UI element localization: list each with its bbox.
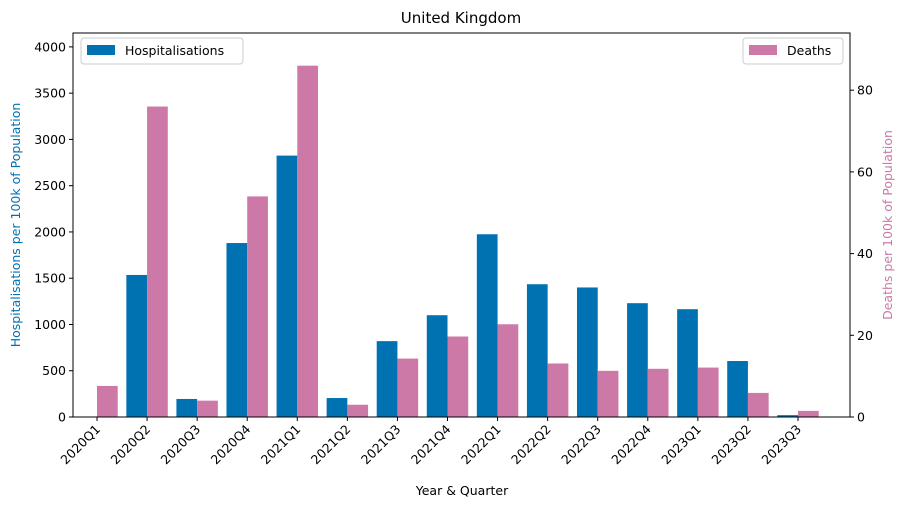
right-axis-title: Deaths per 100k of Population bbox=[880, 130, 895, 320]
x-tick-label: 2020Q3 bbox=[158, 422, 204, 468]
bar-deaths-2022Q2 bbox=[547, 363, 569, 417]
x-tick-label: 2020Q2 bbox=[108, 422, 154, 468]
left-tick-label: 2000 bbox=[34, 224, 66, 239]
bar-hospitalisations-2021Q4 bbox=[426, 315, 448, 417]
bar-deaths-2021Q1 bbox=[297, 65, 319, 418]
left-tick-label: 4000 bbox=[34, 39, 66, 54]
x-tick-label: 2020Q4 bbox=[208, 421, 254, 467]
left-tick-label: 0 bbox=[58, 410, 66, 425]
x-tick-label: 2021Q4 bbox=[408, 421, 454, 467]
left-tick-label: 500 bbox=[42, 363, 66, 378]
left-tick-label: 2500 bbox=[34, 178, 66, 193]
legend-swatch-deaths bbox=[749, 45, 777, 55]
left-tick-label: 3000 bbox=[34, 132, 66, 147]
bar-deaths-2022Q1 bbox=[497, 324, 519, 417]
x-tick-label: 2023Q1 bbox=[658, 422, 704, 468]
bar-hospitalisations-2020Q2 bbox=[126, 274, 148, 417]
x-tick-label: 2022Q1 bbox=[458, 422, 504, 468]
bar-hospitalisations-2020Q4 bbox=[226, 243, 248, 417]
right-tick-label: 20 bbox=[857, 328, 873, 343]
legend-label-hospitalisations: Hospitalisations bbox=[125, 43, 224, 58]
left-axis-title: Hospitalisations per 100k of Population bbox=[8, 103, 23, 348]
left-tick-label: 1000 bbox=[34, 317, 66, 332]
plot-frame bbox=[72, 32, 851, 418]
x-tick-label: 2022Q3 bbox=[558, 422, 604, 468]
x-tick-label: 2021Q2 bbox=[308, 422, 354, 468]
bar-hospitalisations-2020Q3 bbox=[176, 398, 198, 417]
x-tick-label: 2023Q2 bbox=[708, 422, 754, 468]
left-tick-label: 3500 bbox=[34, 86, 66, 101]
bar-deaths-2022Q3 bbox=[597, 370, 619, 417]
chart-title: United Kingdom bbox=[401, 9, 521, 27]
bar-hospitalisations-2023Q3 bbox=[777, 415, 798, 417]
bar-hospitalisations-2022Q2 bbox=[526, 284, 548, 417]
bar-deaths-2020Q1 bbox=[97, 385, 118, 417]
bar-deaths-2020Q4 bbox=[247, 196, 268, 417]
bar-hospitalisations-2021Q3 bbox=[376, 341, 398, 417]
legend-swatch-hospitalisations bbox=[87, 45, 115, 55]
left-tick-label: 1500 bbox=[34, 271, 66, 286]
x-tick-label: 2023Q3 bbox=[758, 422, 804, 468]
bar-hospitalisations-2021Q2 bbox=[326, 398, 348, 417]
x-tick-label: 2020Q1 bbox=[57, 422, 103, 468]
legend-right: Deaths bbox=[742, 37, 844, 65]
right-tick-label: 60 bbox=[857, 164, 873, 179]
x-axis: 2020Q1 2020Q2 2020Q3 2020Q4 2021Q1 2021Q2 2021… bbox=[57, 417, 804, 467]
bar-deaths-2021Q4 bbox=[447, 336, 469, 417]
bar-hospitalisations-2022Q3 bbox=[576, 287, 598, 417]
bar-deaths-2020Q3 bbox=[197, 400, 218, 417]
x-tick-label: 2022Q2 bbox=[508, 422, 554, 468]
bar-hospitalisations-2021Q1 bbox=[276, 155, 298, 417]
legend-left: Hospitalisations bbox=[80, 37, 244, 65]
bar-deaths-2021Q3 bbox=[397, 358, 419, 417]
bar-deaths-2020Q2 bbox=[147, 106, 168, 417]
left-axis: 0 500 1000 1500 2000 2500 3000 3500 4000 bbox=[34, 39, 73, 425]
legend-label-deaths: Deaths bbox=[787, 43, 831, 58]
x-tick-label: 2021Q3 bbox=[358, 422, 404, 468]
right-tick-label: 80 bbox=[857, 83, 873, 98]
bar-hospitalisations-2022Q4 bbox=[627, 303, 648, 417]
bar-deaths-2023Q1 bbox=[697, 367, 719, 417]
right-axis: 0 20 40 60 80 bbox=[850, 83, 873, 425]
bar-hospitalisations-2023Q2 bbox=[727, 361, 748, 417]
bar-hospitalisations-2022Q1 bbox=[476, 234, 498, 417]
bar-hospitalisations-2023Q1 bbox=[677, 309, 698, 417]
x-tick-label: 2021Q1 bbox=[258, 422, 304, 468]
bar-deaths-2023Q2 bbox=[747, 392, 769, 417]
x-tick-label: 2022Q4 bbox=[608, 421, 654, 467]
bars-layer bbox=[97, 65, 819, 418]
right-tick-label: 40 bbox=[857, 246, 873, 261]
x-axis-title: Year & Quarter bbox=[415, 483, 509, 498]
right-tick-label: 0 bbox=[857, 410, 865, 425]
bar-deaths-2023Q3 bbox=[798, 410, 819, 417]
bar-deaths-2021Q2 bbox=[347, 404, 369, 417]
bar-deaths-2022Q4 bbox=[647, 368, 669, 417]
